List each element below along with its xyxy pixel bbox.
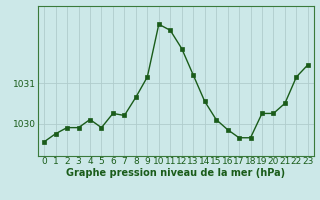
- X-axis label: Graphe pression niveau de la mer (hPa): Graphe pression niveau de la mer (hPa): [67, 168, 285, 178]
